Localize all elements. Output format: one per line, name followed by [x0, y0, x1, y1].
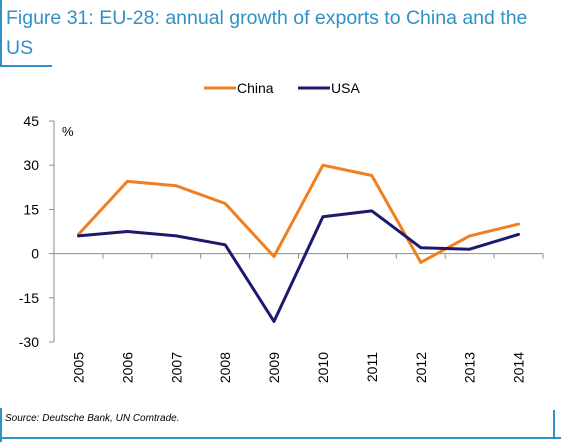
figure-title: Figure 31: EU-28: annual growth of expor… [6, 7, 528, 59]
title-accent-rule [0, 0, 2, 66]
x-tick-label: 2005 [70, 352, 86, 383]
y-tick-label: 0 [31, 246, 39, 262]
x-tick-label: 2007 [168, 352, 184, 383]
x-tick-label: 2009 [266, 352, 282, 383]
x-tick-label: 2010 [315, 352, 331, 383]
x-tick-label: 2006 [119, 352, 135, 383]
chart-legend: China USA [204, 80, 360, 96]
x-tick-label: 2012 [413, 352, 429, 383]
y-tick-label: 45 [23, 113, 39, 129]
legend-label-usa: USA [331, 80, 360, 96]
footer-accent-rule-right [553, 410, 555, 439]
y-tick-label: 15 [23, 201, 39, 217]
x-tick-label: 2014 [511, 352, 527, 383]
series-line-usa [77, 209, 520, 323]
y-axis-unit-label: % [62, 124, 74, 139]
footer-accent-rule-bottom [0, 437, 561, 439]
source-note: Source: Deutsche Bank, UN Comtrade. [5, 413, 180, 424]
y-tick-label: -30 [19, 334, 39, 350]
y-tick-label: 30 [23, 157, 39, 173]
x-tick-label: 2013 [462, 352, 478, 383]
legend-label-china: China [237, 80, 274, 96]
chart-axes: 45 30 15 0 -15 -30% 2005 2006 2007 2008 2009 2010 20… [19, 113, 544, 383]
x-tick-label: 2008 [217, 352, 233, 383]
chart-series [77, 163, 520, 323]
y-tick-label: -15 [19, 290, 39, 306]
title-accent-underline [0, 65, 52, 67]
x-tick-label: 2011 [364, 352, 380, 382]
footer-accent-rule-left [0, 408, 2, 442]
